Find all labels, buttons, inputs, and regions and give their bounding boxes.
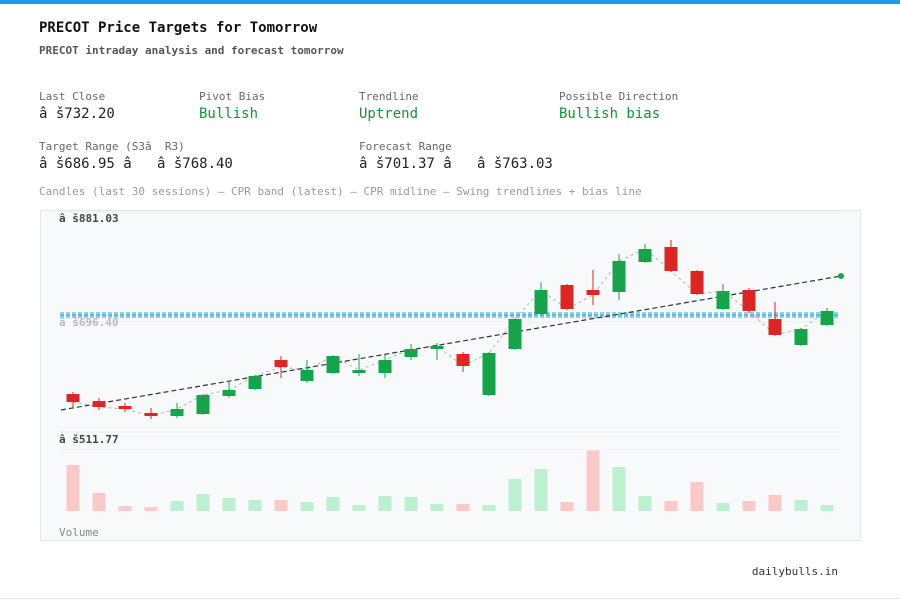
volume-bar [638, 496, 652, 511]
chart-box [40, 210, 861, 541]
candle-body [118, 406, 132, 409]
trendline [60, 275, 842, 411]
stat-value: Bullish bias [559, 106, 660, 122]
volume-bar [144, 507, 158, 511]
candle-body [144, 412, 158, 417]
volume-bar [768, 495, 782, 511]
volume-label: Volume [59, 526, 99, 539]
candle-body [274, 360, 288, 367]
volume-bar [196, 494, 210, 511]
y-tick-label: â š511.77 [59, 433, 119, 446]
volume-bar [690, 482, 704, 511]
candle-body [690, 271, 704, 294]
stat-label: Last Close [39, 90, 105, 103]
stat-label: Trendline [359, 90, 419, 103]
volume-bar [560, 502, 574, 511]
stat-value: â š686.95 â â š768.40 [39, 156, 233, 172]
candle-body [430, 346, 444, 349]
top-bar [0, 0, 900, 4]
candle-body [638, 249, 652, 263]
trendline-end [838, 273, 844, 280]
candle-body [820, 310, 834, 325]
candle-body [196, 394, 210, 414]
candle-body [794, 329, 808, 345]
candle-body [248, 375, 262, 390]
volume-bar [716, 503, 730, 511]
title: PRECOT Price Targets for Tomorrow [39, 20, 318, 36]
candle-body [456, 353, 470, 367]
candle-body [326, 356, 340, 373]
candle-body [586, 290, 600, 296]
volume-bar [534, 469, 548, 511]
candle-body [222, 389, 236, 396]
candle-body [300, 370, 314, 381]
volume-bar [742, 501, 756, 511]
volume-bar [482, 505, 496, 511]
volume-bar [586, 450, 600, 511]
volume-bar [508, 479, 522, 511]
volume-bar [222, 498, 236, 511]
candle-body [534, 290, 548, 315]
y-tick-label: â š696.40 [59, 316, 119, 329]
volume-bar [326, 497, 340, 511]
volume-bar [248, 500, 262, 511]
volume-bar [430, 504, 444, 511]
candle-body [664, 246, 678, 272]
volume-bar [404, 497, 418, 511]
stat-value: Bullish [199, 106, 258, 122]
candle-body [612, 260, 626, 292]
stat-value: â š701.37 â â š763.03 [359, 156, 553, 172]
volume-bar [118, 506, 132, 511]
candle-body [170, 408, 184, 417]
stat-label: Possible Direction [559, 90, 678, 103]
candle-body [92, 401, 106, 408]
candle-body [378, 360, 392, 373]
caption: Candles (last 30 sessions) – CPR band (l… [39, 185, 642, 198]
stat-value: Uptrend [359, 106, 418, 122]
candle-body [482, 352, 496, 395]
volume-bar [612, 467, 626, 511]
close-line [72, 248, 828, 417]
y-tick-label: â š881.03 [59, 212, 119, 225]
candle-body [66, 394, 80, 403]
volume-bar [456, 504, 470, 511]
volume-bar [664, 501, 678, 511]
volume-bar [170, 501, 184, 511]
candle-body [404, 348, 418, 358]
candle-body [768, 319, 782, 335]
stat-value: â š732.20 [39, 106, 115, 122]
subtitle: PRECOT intraday analysis and forecast to… [39, 44, 344, 57]
candle-body [560, 285, 574, 310]
stat-label: Forecast Range [359, 140, 452, 153]
candle-body [352, 370, 366, 373]
candle-body [742, 290, 756, 311]
volume-bar [820, 505, 834, 511]
volume-bar [352, 505, 366, 511]
volume-bar [92, 493, 106, 511]
stat-label: Pivot Bias [199, 90, 265, 103]
footer: dailybulls.in [752, 565, 838, 578]
volume-bar [66, 465, 80, 511]
volume-bar [300, 502, 314, 511]
volume-bar [378, 496, 392, 511]
candle-body [508, 319, 522, 349]
candle-body [716, 291, 730, 310]
volume-bar [274, 500, 288, 511]
stat-label: Target Range (S3â R3) [39, 140, 185, 153]
volume-bar [794, 500, 808, 511]
